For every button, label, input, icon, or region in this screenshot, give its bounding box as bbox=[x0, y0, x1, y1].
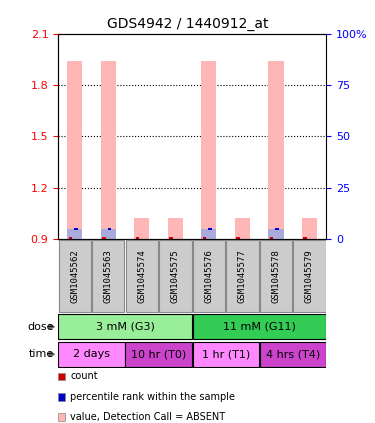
Text: 1 hr (T1): 1 hr (T1) bbox=[202, 349, 250, 359]
Bar bbox=[68, 61, 82, 239]
Bar bbox=[270, 236, 273, 239]
Bar bbox=[236, 236, 240, 239]
Bar bbox=[260, 342, 326, 367]
Text: GSM1045563: GSM1045563 bbox=[104, 249, 113, 303]
Bar bbox=[201, 229, 216, 239]
Text: GSM1045576: GSM1045576 bbox=[204, 249, 213, 303]
Bar bbox=[260, 240, 292, 311]
Bar bbox=[108, 228, 111, 230]
Bar bbox=[235, 219, 250, 239]
Bar bbox=[74, 228, 78, 230]
Bar bbox=[193, 240, 225, 311]
Bar bbox=[268, 61, 284, 239]
Text: 4 hrs (T4): 4 hrs (T4) bbox=[266, 349, 320, 359]
Bar bbox=[208, 228, 212, 230]
Text: GSM1045577: GSM1045577 bbox=[238, 249, 247, 303]
Bar bbox=[69, 236, 72, 239]
Text: count: count bbox=[70, 371, 98, 382]
Bar bbox=[293, 240, 326, 311]
Bar bbox=[168, 219, 183, 239]
Text: GSM1045575: GSM1045575 bbox=[171, 249, 180, 303]
Text: 2 days: 2 days bbox=[73, 349, 110, 359]
Bar bbox=[159, 240, 192, 311]
Bar bbox=[126, 240, 158, 311]
Bar bbox=[192, 342, 259, 367]
Text: GSM1045562: GSM1045562 bbox=[70, 249, 80, 303]
Bar bbox=[203, 236, 206, 239]
Text: GSM1045574: GSM1045574 bbox=[137, 249, 146, 303]
Bar bbox=[268, 229, 284, 239]
Bar bbox=[126, 342, 192, 367]
Text: value, Detection Call = ABSENT: value, Detection Call = ABSENT bbox=[70, 412, 226, 422]
Bar bbox=[58, 314, 192, 339]
Bar bbox=[226, 240, 258, 311]
Text: GDS4942 / 1440912_at: GDS4942 / 1440912_at bbox=[107, 17, 268, 31]
Bar bbox=[101, 61, 116, 239]
Bar bbox=[275, 228, 279, 230]
Text: GSM1045578: GSM1045578 bbox=[272, 249, 280, 303]
Bar bbox=[92, 240, 124, 311]
Bar bbox=[102, 236, 106, 239]
Bar bbox=[58, 342, 125, 367]
Text: time: time bbox=[29, 349, 54, 359]
Bar bbox=[134, 219, 150, 239]
Bar bbox=[101, 229, 116, 239]
Text: GSM1045579: GSM1045579 bbox=[305, 249, 314, 303]
Bar bbox=[170, 236, 173, 239]
Bar bbox=[136, 236, 139, 239]
Bar bbox=[68, 229, 82, 239]
Bar bbox=[59, 240, 91, 311]
Text: 10 hr (T0): 10 hr (T0) bbox=[131, 349, 186, 359]
Bar bbox=[192, 314, 326, 339]
Text: 3 mM (G3): 3 mM (G3) bbox=[96, 322, 154, 332]
Bar bbox=[201, 61, 216, 239]
Text: dose: dose bbox=[28, 322, 54, 332]
Bar bbox=[303, 236, 307, 239]
Text: 11 mM (G11): 11 mM (G11) bbox=[223, 322, 296, 332]
Bar bbox=[302, 219, 317, 239]
Text: percentile rank within the sample: percentile rank within the sample bbox=[70, 392, 236, 402]
